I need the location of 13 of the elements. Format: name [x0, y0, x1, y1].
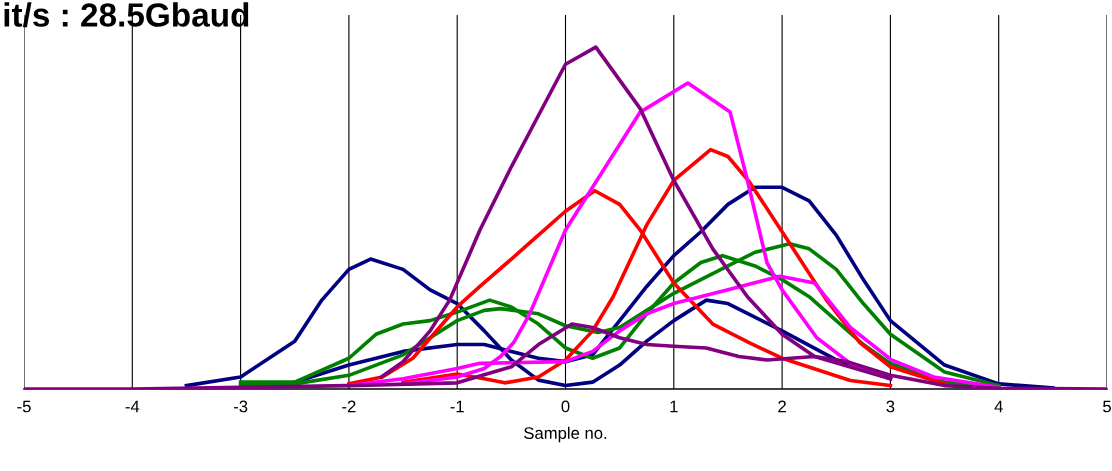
x-tick-label: -2	[342, 400, 356, 413]
x-tick-label: -1	[450, 400, 464, 413]
x-tick-label: 1	[670, 400, 678, 413]
x-tick-label: 5	[1103, 400, 1111, 413]
x-axis-title: Sample no.	[524, 426, 607, 443]
x-tick-label: -3	[233, 400, 248, 413]
x-tick-label: 4	[994, 400, 1003, 413]
x-tick-label: -4	[125, 400, 140, 413]
x-tick-label: 2	[778, 400, 786, 413]
chart-title: it/s : 28.5Gbaud	[4, 2, 249, 28]
x-tick-label: 0	[561, 400, 570, 413]
x-tick-label: 3	[886, 400, 895, 413]
x-tick-label: -5	[17, 400, 31, 413]
